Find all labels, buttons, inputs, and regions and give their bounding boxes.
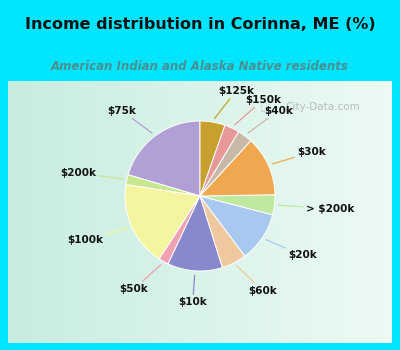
Text: $10k: $10k [178, 275, 207, 307]
Text: $20k: $20k [266, 240, 317, 260]
Wedge shape [125, 185, 200, 259]
Text: Income distribution in Corinna, ME (%): Income distribution in Corinna, ME (%) [25, 17, 375, 32]
Text: > $200k: > $200k [279, 204, 354, 214]
Wedge shape [168, 196, 222, 271]
Wedge shape [200, 196, 245, 267]
Wedge shape [200, 121, 225, 196]
Wedge shape [200, 196, 273, 256]
Text: ⓘ: ⓘ [260, 102, 267, 112]
Wedge shape [200, 141, 275, 196]
Text: $100k: $100k [67, 228, 128, 245]
Wedge shape [200, 195, 275, 215]
Text: $150k: $150k [235, 94, 281, 125]
Text: $40k: $40k [248, 106, 293, 133]
Wedge shape [128, 121, 200, 196]
Wedge shape [200, 132, 251, 196]
Text: $75k: $75k [107, 106, 152, 133]
Wedge shape [200, 125, 238, 196]
Text: $30k: $30k [272, 147, 326, 164]
Text: American Indian and Alaska Native residents: American Indian and Alaska Native reside… [51, 60, 349, 72]
Text: $50k: $50k [120, 265, 161, 294]
Wedge shape [159, 196, 200, 264]
Text: $60k: $60k [237, 266, 277, 296]
Wedge shape [126, 175, 200, 196]
Text: City-Data.com: City-Data.com [286, 102, 360, 112]
Text: $200k: $200k [60, 168, 122, 179]
Text: $125k: $125k [214, 86, 254, 118]
